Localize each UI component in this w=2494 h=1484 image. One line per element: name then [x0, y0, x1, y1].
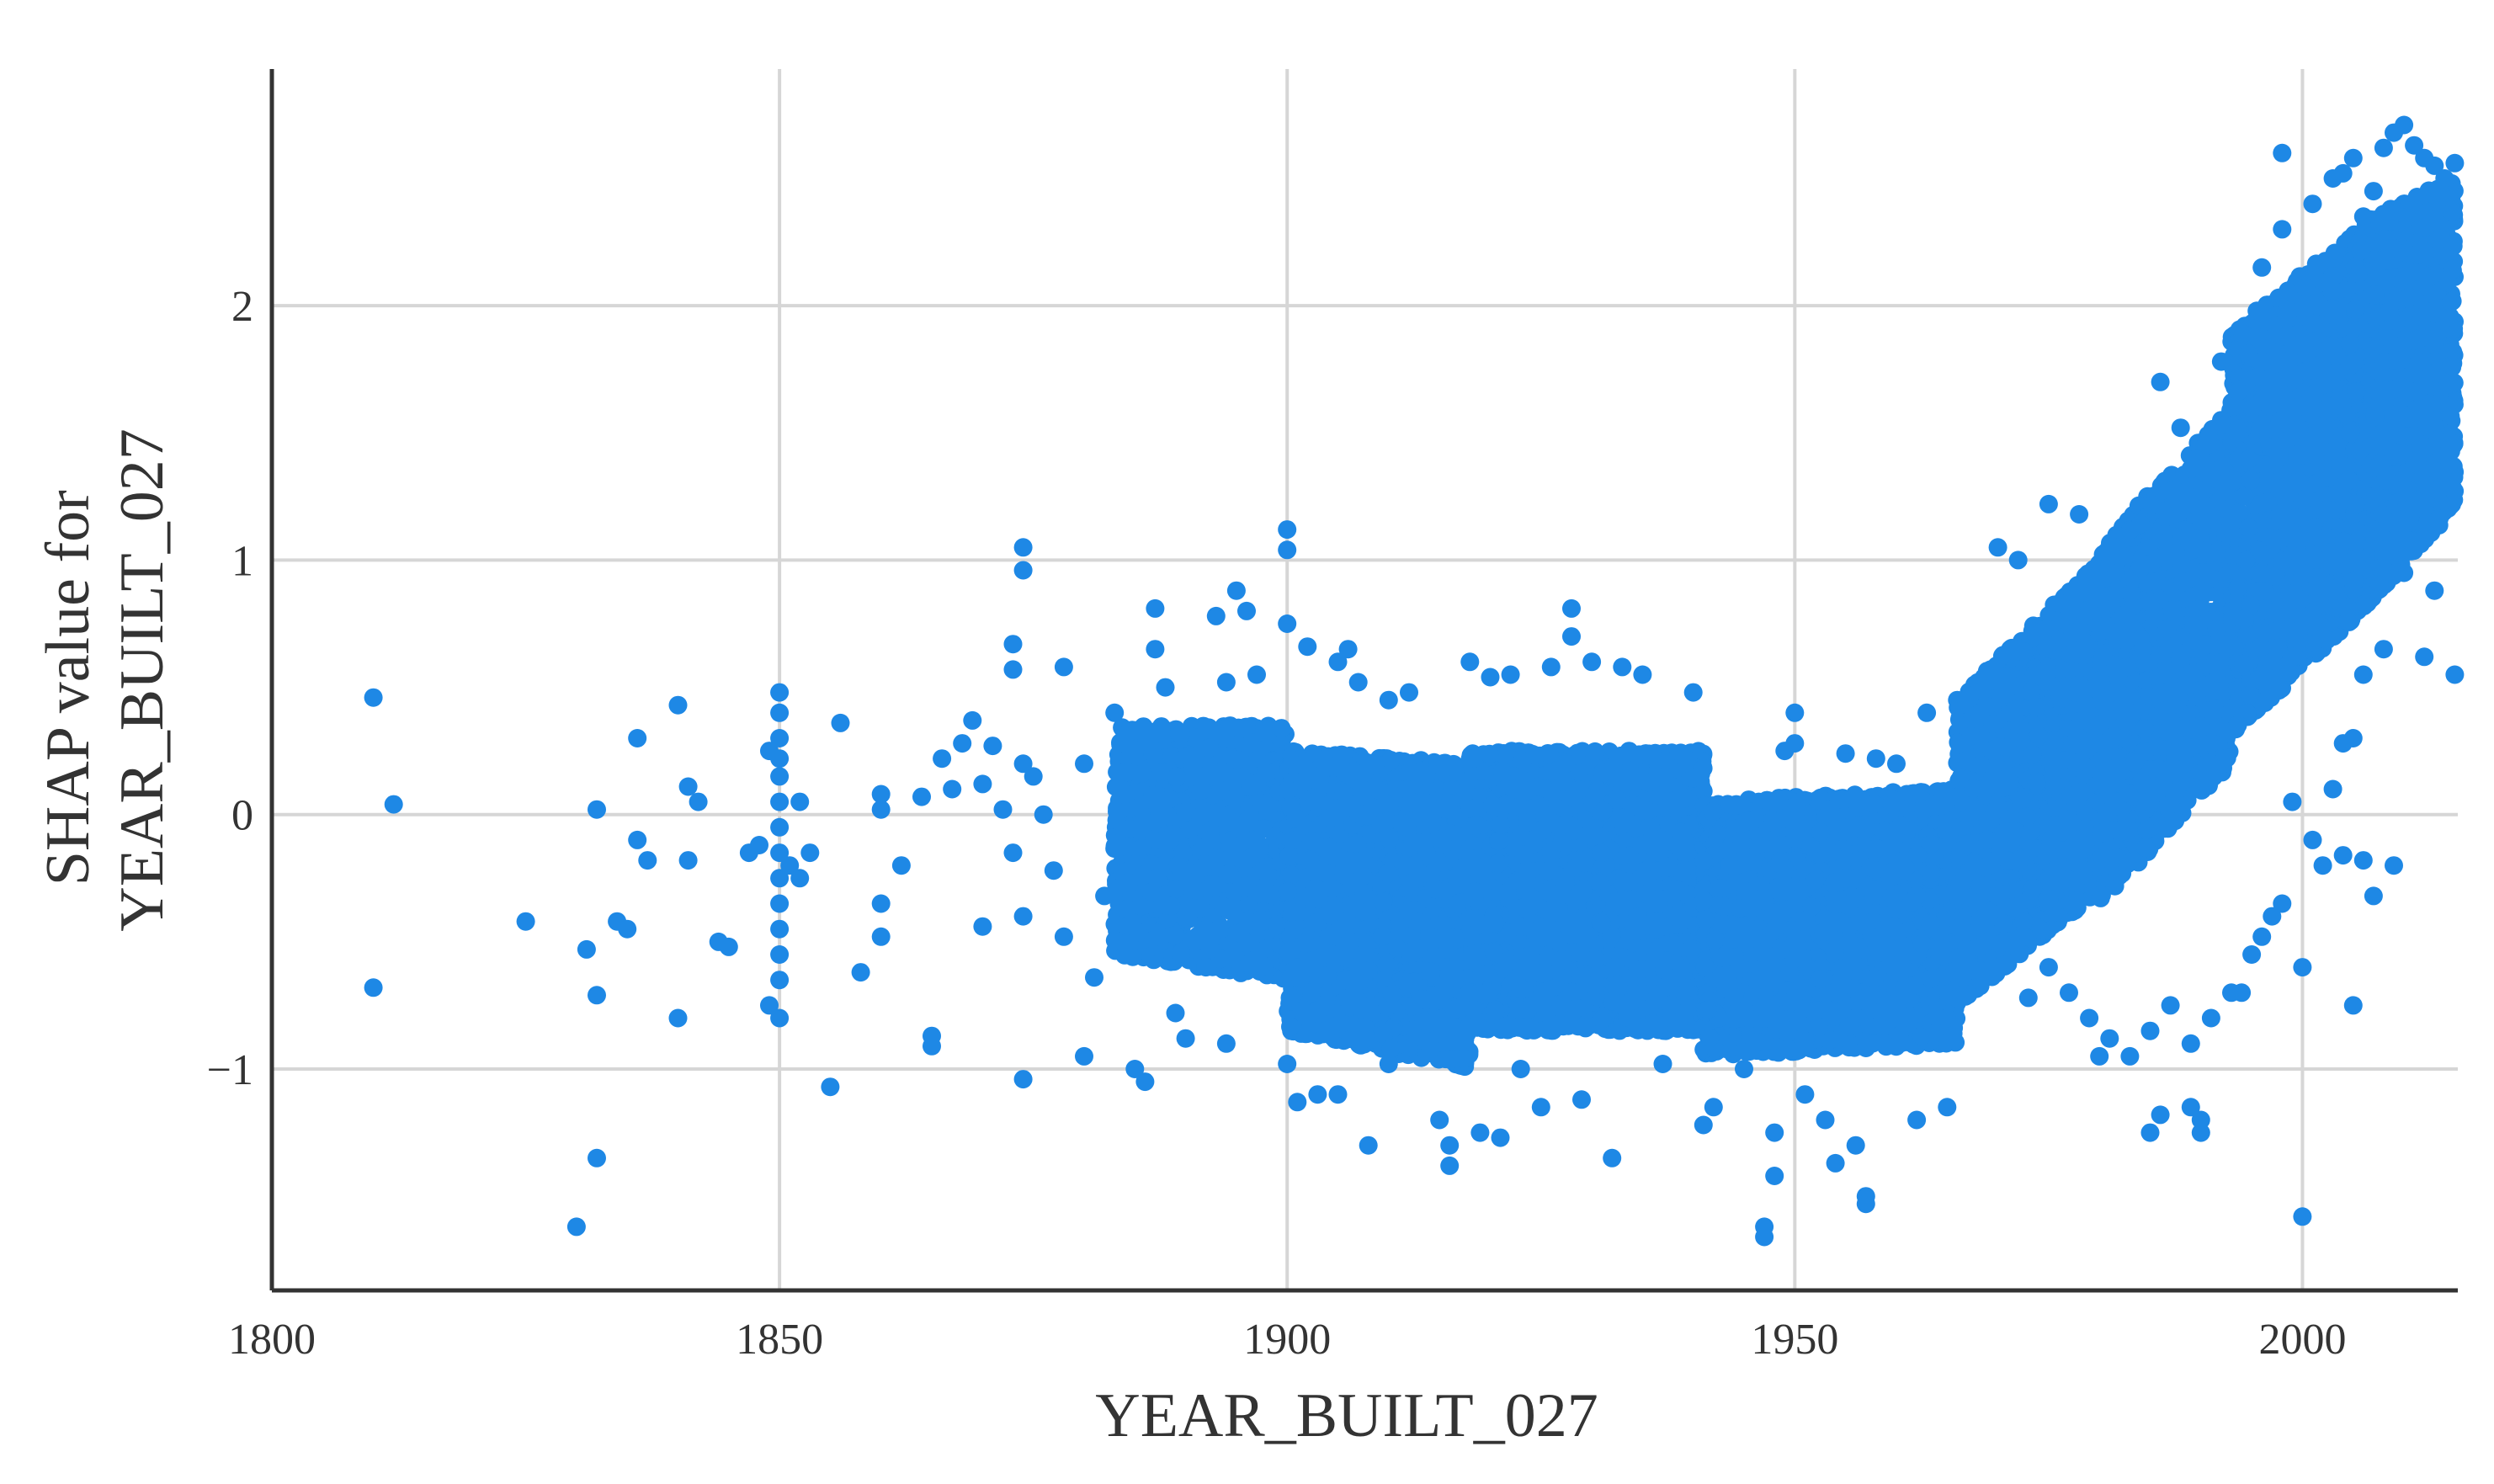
scatter-point-dense — [1433, 1019, 1452, 1038]
scatter-point-dense — [1421, 962, 1440, 981]
scatter-point-dense — [1157, 896, 1177, 915]
scatter-point-dense — [1296, 933, 1315, 953]
scatter-point-dense — [1147, 869, 1167, 888]
scatter-point-dense — [1399, 902, 1418, 921]
scatter-point-dense — [1357, 902, 1376, 922]
scatter-point-dense — [1397, 779, 1417, 799]
scatter-point-dense — [1444, 758, 1464, 777]
scatter-point-dense — [1254, 723, 1274, 742]
scatter-point-dense — [1228, 750, 1247, 769]
scatter-point-dense — [1358, 806, 1377, 826]
scatter-point-dense — [1343, 762, 1363, 781]
scatter-point-dense — [1143, 786, 1162, 806]
scatter-point-dense — [1378, 864, 1397, 883]
scatter-point-dense — [1321, 808, 1340, 827]
scatter-point-dense — [1340, 932, 1359, 951]
scatter-point-dense — [1106, 777, 1125, 796]
scatter-point-dense — [1199, 879, 1219, 898]
scatter-point-dense — [1191, 898, 1210, 918]
scatter-point-dense — [1281, 1017, 1300, 1036]
scatter-point-dense — [1279, 780, 1298, 800]
scatter-point-dense — [1210, 781, 1230, 801]
scatter-point-dense — [1314, 838, 1333, 858]
scatter-point-dense — [1254, 956, 1274, 976]
scatter-point-dense — [1293, 755, 1312, 774]
scatter-point-dense — [1435, 881, 1454, 901]
scatter-point-dense — [1377, 955, 1396, 974]
scatter-point-dense — [1151, 763, 1170, 782]
scatter-point-dense — [1146, 725, 1165, 744]
scatter-point-dense — [1179, 747, 1199, 766]
scatter-points — [364, 115, 2465, 1247]
scatter-point-dense — [1301, 1004, 1321, 1024]
scatter-point-dense — [1171, 944, 1190, 963]
scatter-point-dense — [1373, 927, 1392, 946]
scatter-point-dense — [1408, 939, 1428, 959]
scatter-point-dense — [1172, 725, 1190, 744]
scatter-point-dense — [1421, 1039, 1440, 1058]
scatter-point-dense — [1422, 810, 1442, 829]
scatter-point-dense — [1118, 838, 1137, 857]
scatter-point-dense — [1327, 949, 1346, 967]
scatter-point-dense — [1316, 1021, 1335, 1040]
scatter-point-dense — [1423, 928, 1443, 947]
scatter-point-dense — [1295, 773, 1314, 792]
scatter-point-dense — [1337, 912, 1357, 931]
scatter-point-dense — [1289, 958, 1307, 977]
scatter-point-dense — [1118, 899, 1137, 918]
scatter-point-dense — [1247, 774, 1267, 793]
scatter-point-dense — [1348, 834, 1367, 854]
scatter-point-dense — [1342, 1029, 1361, 1049]
scatter-point-dense — [1239, 849, 1258, 869]
scatter-point-dense — [1316, 863, 1335, 882]
scatter-point-dense — [1235, 831, 1254, 850]
scatter-point-dense — [1369, 780, 1389, 800]
scatter-point-dense — [1151, 928, 1171, 947]
scatter-point-dense — [1309, 890, 1328, 909]
scatter-point-dense — [1348, 997, 1367, 1016]
scatter-point-dense — [1220, 716, 1240, 736]
scatter-point-dense — [1199, 738, 1219, 758]
scatter-point-dense — [1382, 984, 1401, 1003]
scatter-point-dense — [1235, 878, 1254, 897]
scatter-point-dense — [1231, 923, 1250, 943]
scatter-point-dense — [1278, 881, 1297, 901]
scatter-point-dense — [1153, 831, 1173, 850]
scatter-point-dense — [1201, 830, 1220, 849]
scatter-point-dense — [1200, 939, 1220, 959]
scatter-point-dense — [1428, 854, 1447, 873]
scatter-point-dense — [1129, 923, 1148, 942]
scatter-point-dense — [1374, 892, 1393, 912]
scatter-point-dense — [1403, 856, 1422, 875]
scatter-point-dense — [1282, 987, 1300, 1007]
scatter-point-dense — [1318, 966, 1337, 986]
scatter-point-dense — [1167, 768, 1186, 787]
scatter-point-dense — [1321, 757, 1340, 776]
scatter-point-dense — [1300, 850, 1320, 870]
scatter-point-dense — [1354, 851, 1373, 870]
scatter-point-dense — [1336, 866, 1355, 886]
scatter-point-dense — [1272, 719, 1291, 738]
scatter-point-dense — [1195, 766, 1215, 785]
scatter-point-dense — [1417, 793, 1436, 812]
scatter-point-dense — [1207, 921, 1226, 940]
scatter-point-dense — [1178, 872, 1198, 891]
scatter-point-dense — [1283, 831, 1302, 850]
scatter-point-dense — [1227, 767, 1247, 786]
scatter-point-dense — [1279, 847, 1299, 866]
scatter-point-dense — [1417, 990, 1436, 1009]
scatter-point-dense — [1220, 864, 1239, 883]
scatter-point-dense — [1397, 817, 1417, 837]
scatter-point-dense — [1196, 802, 1215, 822]
scatter-point-dense — [1120, 819, 1139, 838]
scatter-point-dense — [1302, 983, 1321, 1003]
scatter-point-dense — [1286, 809, 1305, 828]
scatter-point-dense — [1222, 812, 1242, 832]
scatter-point-dense — [1454, 1049, 1473, 1068]
scatter-point-dense — [1282, 865, 1301, 885]
scatter-point-dense — [1119, 763, 1137, 782]
